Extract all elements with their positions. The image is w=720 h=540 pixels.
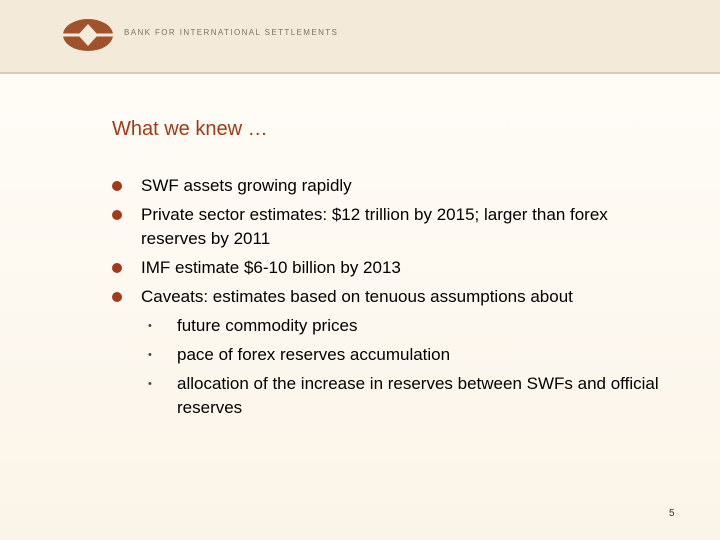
bullet-dot-icon [112,292,122,302]
bank-name: BANK FOR INTERNATIONAL SETTLEMENTS [124,28,339,37]
bullet-dot-icon [112,181,122,191]
bullet-text: IMF estimate $6-10 billion by 2013 [141,258,401,277]
bullet-dot-icon [112,263,122,273]
header-divider [0,72,720,74]
bullet-dot-icon [112,210,122,220]
slide-body [0,74,720,540]
page-number: 5 [669,508,675,519]
bis-logo-icon [63,19,113,51]
sub-bullet-text: future commodity prices [177,316,358,335]
slide-header: BANK FOR INTERNATIONAL SETTLEMENTS [0,0,720,72]
bullet-text: SWF assets growing rapidly [141,176,352,195]
sub-bullet-icon: • [148,378,152,390]
bullet-text: Caveats: estimates based on tenuous assu… [141,287,573,306]
sub-bullet-text: pace of forex reserves accumulation [177,345,451,364]
sub-bullet-text: allocation of the increase in reserves b… [177,374,659,417]
sub-bullet-icon: • [148,349,152,361]
sub-bullet-icon: • [148,320,152,332]
slide-title: What we knew … [112,118,268,140]
bullet-text: Private sector estimates: $12 trillion b… [141,205,608,248]
